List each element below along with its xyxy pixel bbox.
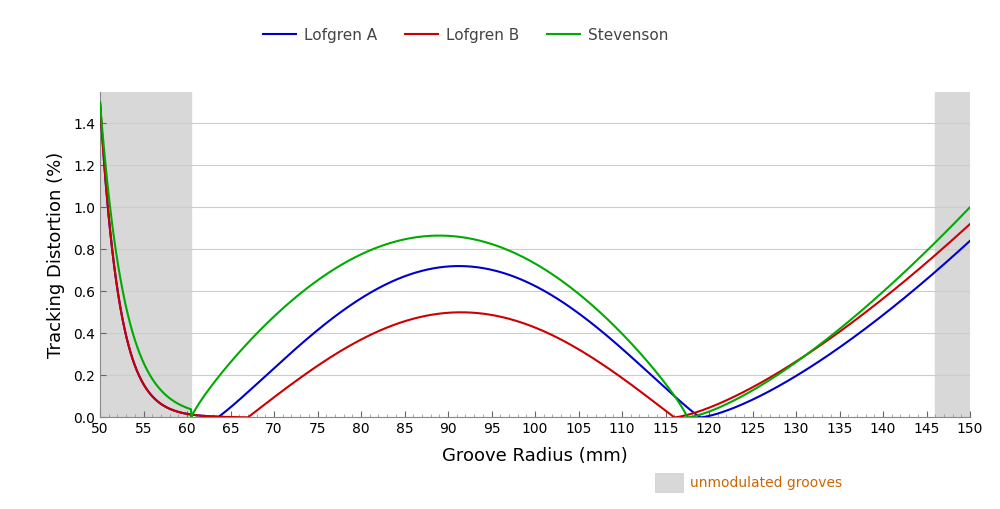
Legend: Lofgren A, Lofgren B, Stevenson: Lofgren A, Lofgren B, Stevenson [263, 27, 668, 43]
Stevenson [964, 204, 976, 210]
Text: unmodulated grooves: unmodulated grooves [690, 475, 842, 490]
Line: Stevenson: Stevenson [100, 102, 970, 417]
Lofgren A [245, 386, 257, 392]
Lofgren B [193, 412, 205, 418]
Lofgren B [428, 312, 440, 318]
Lofgren A [947, 253, 959, 259]
Lofgren A [695, 414, 707, 420]
Stevenson [94, 99, 106, 105]
Lofgren A [193, 412, 205, 418]
Lofgren B [668, 414, 680, 420]
Lofgren A [428, 265, 440, 271]
X-axis label: Groove Radius (mm): Groove Radius (mm) [442, 447, 628, 465]
Line: Lofgren B: Lofgren B [100, 102, 970, 417]
Stevenson [245, 336, 257, 343]
Lofgren B [94, 99, 106, 105]
Bar [935, 92, 970, 417]
Lofgren A [853, 330, 865, 336]
Lofgren B [853, 314, 865, 320]
Lofgren B [245, 412, 257, 418]
Lofgren B [947, 236, 959, 242]
Lofgren A [465, 264, 477, 270]
Lofgren A [964, 238, 976, 244]
Lofgren B [964, 221, 976, 227]
Lofgren B [465, 309, 477, 316]
Stevenson [853, 309, 865, 316]
Stevenson [681, 414, 693, 420]
Stevenson [947, 221, 959, 228]
Stevenson [428, 233, 440, 239]
Stevenson [193, 400, 205, 406]
Y-axis label: Tracking Distortion (%): Tracking Distortion (%) [47, 151, 65, 358]
Line: Lofgren A: Lofgren A [100, 102, 970, 417]
Stevenson [465, 236, 477, 242]
Bar [100, 92, 191, 417]
Lofgren A [94, 99, 106, 105]
